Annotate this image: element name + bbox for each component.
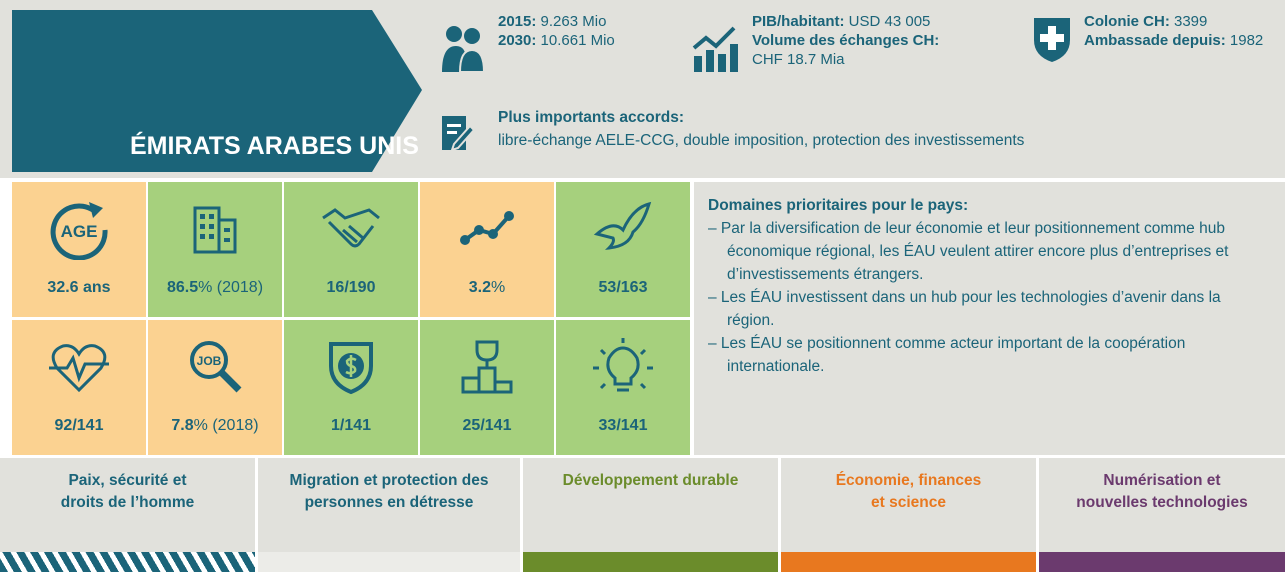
- age-icon: AGE: [50, 202, 108, 260]
- indicator-value: 32.6 ans: [12, 279, 146, 297]
- domain-column: Numérisation et nouvelles technologies: [1039, 458, 1285, 572]
- swiss-presence: Colonie CH: 3399 Ambassade depuis: 1982: [1084, 12, 1263, 50]
- population-icon: [442, 26, 486, 73]
- domain-bar: [781, 552, 1036, 572]
- indicator-value: 1/141: [284, 417, 418, 435]
- dove-icon: [593, 201, 652, 250]
- text: 3399: [1174, 13, 1208, 30]
- priority-item: – Les ÉAU se positionnent comme acteur i…: [708, 335, 1186, 375]
- text: libre-échange AELE-CCG, double impositio…: [498, 132, 1025, 149]
- population: 2015: 9.263 Mio 2030: 10.661 Mio: [498, 12, 615, 50]
- text: Plus importants accords:: [498, 109, 685, 126]
- swiss-icon: [1034, 18, 1070, 62]
- indicator-value: 53/163: [556, 279, 690, 297]
- text: 2015:: [498, 13, 537, 30]
- domain-column: Économie, finances et science: [781, 458, 1036, 572]
- text: 1982: [1229, 32, 1264, 49]
- indicator-tile: 53/163: [556, 182, 690, 317]
- indicator-tile: AGE 32.6 ans: [12, 182, 146, 317]
- text: Paix, sécurité et: [68, 472, 187, 489]
- title-banner: [12, 10, 422, 172]
- text: Volume des échanges CH:: [752, 32, 940, 49]
- indicator-tile: 33/141: [556, 320, 690, 455]
- priority-item: – Les ÉAU investissent dans un hub pour …: [708, 289, 1221, 329]
- text: 92/141: [54, 417, 104, 434]
- text: Développement durable: [562, 472, 739, 489]
- text: % (2018): [193, 417, 259, 434]
- text: PIB/habitant:: [752, 13, 845, 30]
- building-icon: [193, 206, 237, 254]
- domain-column: Migration et protection des personnes en …: [258, 458, 520, 572]
- text: 53/163: [598, 279, 648, 296]
- text: Ambassade depuis:: [1084, 32, 1226, 49]
- indicator-value: 7.8% (2018): [148, 417, 282, 435]
- indicator-value: 16/190: [284, 279, 418, 297]
- domain-bar: [523, 552, 778, 572]
- text: 32.6 ans: [47, 279, 111, 296]
- domain-column: Développement durable: [523, 458, 778, 572]
- innovation-icon: [593, 338, 653, 392]
- indicator-value: 92/141: [12, 417, 146, 435]
- text: 10.661 Mio: [540, 32, 615, 49]
- priorities-panel: Domaines prioritaires pour le pays: – Pa…: [694, 182, 1285, 455]
- agreements-icon: [442, 116, 476, 152]
- text: personnes en détresse: [304, 494, 474, 511]
- text: nouvelles technologies: [1076, 494, 1248, 511]
- handshake-icon: [322, 208, 380, 248]
- text: 1/141: [330, 417, 372, 434]
- economy: PIB/habitant: USD 43 005 Volume des écha…: [752, 12, 939, 69]
- text: et science: [871, 494, 946, 511]
- text: Numérisation et: [1103, 472, 1221, 489]
- text: 86.5: [166, 279, 199, 296]
- indicator-value: 25/141: [420, 417, 554, 435]
- indicator-tile: 16/190: [284, 182, 418, 317]
- text: 7.8: [171, 417, 194, 434]
- job-icon: JOB: [190, 341, 242, 393]
- text: % (2018): [198, 279, 264, 296]
- priority-item: – Par la diversification de leur économi…: [708, 220, 1229, 283]
- icon-text: JOB: [197, 354, 222, 368]
- icon-text: AGE: [61, 222, 98, 241]
- country-title: ÉMIRATS ARABES UNIS: [130, 132, 419, 160]
- indicator-tile: 1/141: [284, 320, 418, 455]
- health-icon: [49, 344, 109, 393]
- text: 3.2: [468, 279, 491, 296]
- text: 2030:: [498, 32, 537, 49]
- header: ÉMIRATS ARABES UNIS 2015: 9.263 Mio 2030…: [0, 0, 1285, 178]
- indicator-tile: JOB 7.8% (2018): [148, 320, 282, 455]
- text: 16/190: [326, 279, 376, 296]
- priorities-title: Domaines prioritaires pour le pays:: [708, 197, 969, 214]
- indicator-tile: 25/141: [420, 320, 554, 455]
- indicator-tile: 3.2%: [420, 182, 554, 317]
- podium-icon: [461, 340, 513, 394]
- indicator-value: 33/141: [556, 417, 690, 435]
- text: Migration et protection des: [289, 472, 489, 489]
- domain-bar: [258, 552, 520, 572]
- text: Colonie CH:: [1084, 13, 1170, 30]
- text: Économie, finances: [835, 472, 982, 489]
- text: %: [491, 279, 506, 296]
- text: 25/141: [462, 417, 512, 434]
- security-icon: [329, 342, 373, 395]
- indicator-value: 86.5% (2018): [148, 279, 282, 297]
- domain-bar: [1039, 552, 1285, 572]
- economy-icon: [692, 26, 738, 72]
- indicator-tile: 92/141: [12, 320, 146, 455]
- domain-column: Paix, sécurité et droits de l’homme: [0, 458, 255, 572]
- text: 9.263 Mio: [540, 13, 607, 30]
- text: CHF 18.7 Mia: [752, 51, 845, 68]
- growth-icon: [460, 211, 514, 245]
- text: USD 43 005: [848, 13, 931, 30]
- indicator-tile: 86.5% (2018): [148, 182, 282, 317]
- text: 33/141: [598, 417, 648, 434]
- text: droits de l’homme: [60, 494, 195, 511]
- indicator-value: 3.2%: [420, 279, 554, 297]
- domain-bar: [0, 552, 255, 572]
- agreements: Plus importants accords: libre-échange A…: [498, 108, 1024, 150]
